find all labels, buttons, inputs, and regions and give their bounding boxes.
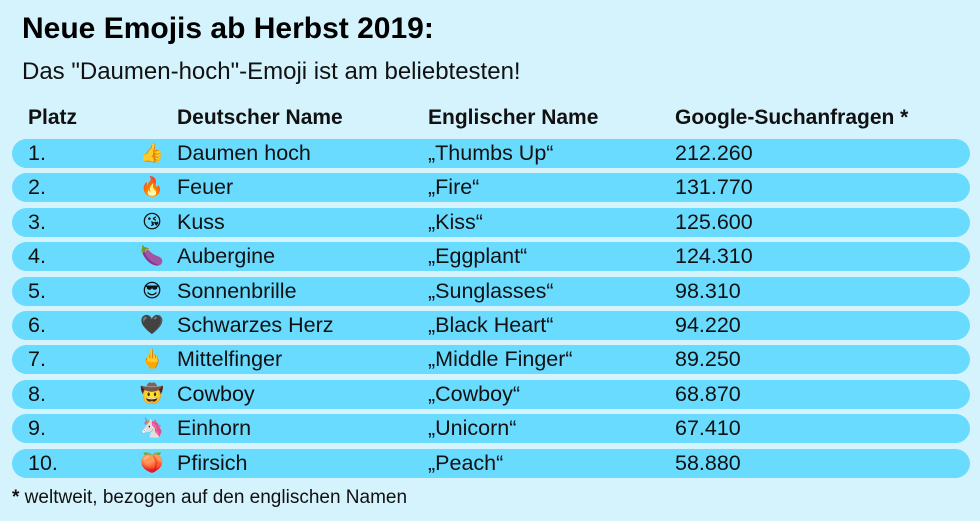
search-count-cell: 98.310 — [675, 278, 741, 303]
english-name-cell: „Middle Finger“ — [428, 347, 573, 372]
footnote-text: weltweit, bezogen auf den englischen Nam… — [19, 487, 408, 508]
english-name-cell: „Kiss“ — [428, 209, 483, 234]
german-name-cell: Schwarzes Herz — [177, 312, 334, 337]
english-name-cell: „Eggplant“ — [428, 244, 528, 269]
thumbs-up-icon: 👍 — [140, 143, 164, 164]
eggplant-icon: 🍆 — [140, 246, 164, 268]
table-row: 10. 🍑 Pfirsich „Peach“ 58.880 — [12, 448, 970, 478]
table-header: Platz Deutscher Name Englischer Name Goo… — [0, 106, 980, 134]
german-name-cell: Einhorn — [177, 416, 252, 441]
search-count-cell: 124.310 — [675, 244, 753, 269]
german-name-cell: Cowboy — [177, 381, 255, 406]
black-heart-icon: 🖤 — [140, 314, 164, 336]
table-row: 6. 🖤 Schwarzes Herz „Black Heart“ 94.220 — [12, 310, 970, 340]
table-row: 5. 😎 Sonnenbrille „Sunglasses“ 98.310 — [12, 276, 970, 306]
rank-cell: 9. — [28, 416, 46, 441]
german-name-cell: Sonnenbrille — [177, 278, 297, 303]
chart-title: Neue Emojis ab Herbst 2019: — [22, 12, 434, 45]
german-name-cell: Mittelfinger — [177, 347, 283, 372]
table-row: 4. 🍆 Aubergine „Eggplant“ 124.310 — [12, 242, 970, 272]
peach-icon: 🍑 — [140, 452, 164, 474]
english-name-cell: „Peach“ — [428, 450, 504, 475]
english-name-cell: „Sunglasses“ — [428, 278, 554, 303]
german-name-cell: Daumen hoch — [177, 141, 311, 165]
sunglasses-icon: 😎 — [142, 280, 162, 302]
search-count-cell: 125.600 — [675, 209, 753, 234]
table-row: 2. 🔥 Feuer „Fire“ 131.770 — [12, 173, 970, 203]
column-header-englischer-name: Englischer Name — [428, 106, 599, 129]
unicorn-icon: 🦄 — [140, 418, 164, 440]
german-name-cell: Aubergine — [177, 244, 276, 269]
search-count-cell: 131.770 — [675, 175, 753, 200]
german-name-cell: Kuss — [177, 209, 225, 234]
search-count-cell: 67.410 — [675, 416, 741, 441]
middle-finger-icon: 🖕 — [140, 349, 164, 371]
search-count-cell: 94.220 — [675, 312, 741, 337]
column-header-suchanfragen: Google-Suchanfragen * — [675, 106, 909, 129]
english-name-cell: „Black Heart“ — [428, 312, 554, 337]
table-body: 1. 👍 Daumen hoch „Thumbs Up“ 212.260 2. 🔥 Feuer… — [12, 139, 970, 483]
chart-subtitle: Das "Daumen-hoch"-Emoji ist am beliebtes… — [22, 58, 521, 85]
column-header-platz: Platz — [28, 106, 78, 129]
rank-cell: 8. — [28, 381, 46, 406]
search-count-cell: 68.870 — [675, 381, 741, 406]
cowboy-icon: 🤠 — [140, 383, 164, 405]
rank-cell: 6. — [28, 312, 46, 337]
kiss-icon: 😘 — [142, 211, 162, 233]
rank-cell: 5. — [28, 278, 46, 303]
german-name-cell: Feuer — [177, 175, 234, 200]
rank-cell: 1. — [28, 141, 46, 165]
table-row: 3. 😘 Kuss „Kiss“ 125.600 — [12, 207, 970, 237]
footnote: * weltweit, bezogen auf den englischen N… — [12, 487, 407, 509]
column-header-deutscher-name: Deutscher Name — [177, 106, 343, 129]
table-row: 9. 🦄 Einhorn „Unicorn“ 67.410 — [12, 414, 970, 444]
rank-cell: 3. — [28, 209, 46, 234]
table-row: 7. 🖕 Mittelfinger „Middle Finger“ 89.250 — [12, 345, 970, 375]
german-name-cell: Pfirsich — [177, 450, 248, 475]
search-count-cell: 58.880 — [675, 450, 741, 475]
rank-cell: 2. — [28, 175, 46, 200]
fire-icon: 🔥 — [140, 177, 164, 199]
rank-cell: 10. — [28, 450, 58, 475]
english-name-cell: „Cowboy“ — [428, 381, 520, 406]
footnote-star: * — [12, 487, 20, 508]
english-name-cell: „Thumbs Up“ — [428, 141, 554, 165]
table-row: 1. 👍 Daumen hoch „Thumbs Up“ 212.260 — [12, 139, 970, 168]
english-name-cell: „Unicorn“ — [428, 416, 517, 441]
search-count-cell: 212.260 — [675, 141, 753, 165]
search-count-cell: 89.250 — [675, 347, 741, 372]
rank-cell: 4. — [28, 244, 46, 269]
rank-cell: 7. — [28, 347, 46, 372]
table-row: 8. 🤠 Cowboy „Cowboy“ 68.870 — [12, 379, 970, 409]
english-name-cell: „Fire“ — [428, 175, 480, 200]
